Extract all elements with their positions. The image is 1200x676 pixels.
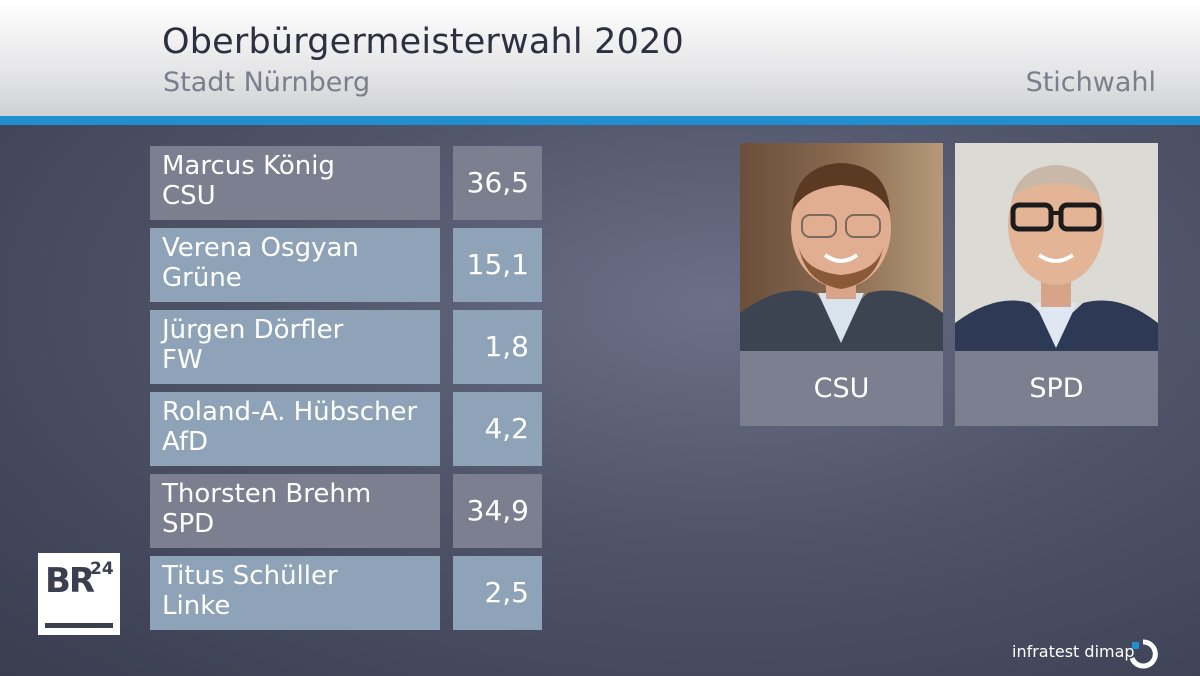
candidate-party: Grüne xyxy=(162,263,242,293)
result-value: 1,8 xyxy=(453,310,542,384)
candidate-party: SPD xyxy=(162,509,215,539)
candidate-name: Jürgen Dörfler xyxy=(162,315,344,345)
result-value: 36,5 xyxy=(453,146,542,220)
runoff-party-label: SPD xyxy=(955,351,1158,426)
logo-underline xyxy=(45,623,113,628)
candidate-box: Thorsten Brehm SPD xyxy=(150,474,440,548)
candidate-box: Roland-A. Hübscher AfD xyxy=(150,392,440,466)
candidate-portrait-spd xyxy=(955,143,1158,351)
candidate-box: Marcus König CSU xyxy=(150,146,440,220)
candidate-box: Jürgen Dörfler FW xyxy=(150,310,440,384)
page-subtitle: Stadt Nürnberg xyxy=(163,67,371,98)
candidate-name: Thorsten Brehm xyxy=(162,479,372,509)
result-row: Jürgen Dörfler FW 1,8 xyxy=(150,310,542,384)
candidate-name: Roland-A. Hübscher xyxy=(162,397,418,427)
result-row: Thorsten Brehm SPD 34,9 xyxy=(150,474,542,548)
result-row: Verena Osgyan Grüne 15,1 xyxy=(150,228,542,302)
runoff-party-label: CSU xyxy=(740,351,943,426)
accent-divider xyxy=(0,116,1200,125)
result-row: Marcus König CSU 36,5 xyxy=(150,146,542,220)
candidate-party: FW xyxy=(162,345,203,375)
infratest-dimap-icon xyxy=(1128,639,1158,669)
candidate-portrait-csu xyxy=(740,143,943,351)
page-title: Oberbürgermeisterwahl 2020 xyxy=(162,22,684,62)
result-value: 4,2 xyxy=(453,392,542,466)
candidate-name: Titus Schüller xyxy=(162,561,338,591)
result-value: 15,1 xyxy=(453,228,542,302)
candidate-party: CSU xyxy=(162,181,216,211)
logo-superscript: 24 xyxy=(90,559,114,579)
header-bar: Oberbürgermeisterwahl 2020 Stadt Nürnber… xyxy=(0,0,1200,118)
election-round-label: Stichwahl xyxy=(1025,67,1156,98)
result-value: 34,9 xyxy=(453,474,542,548)
result-row: Roland-A. Hübscher AfD 4,2 xyxy=(150,392,542,466)
candidate-box: Verena Osgyan Grüne xyxy=(150,228,440,302)
source-credit: infratest dimap xyxy=(1012,642,1135,661)
result-value: 2,5 xyxy=(453,556,542,630)
logo-text: BR xyxy=(45,561,95,601)
br24-logo: BR 24 xyxy=(38,553,120,635)
candidate-box: Titus Schüller Linke xyxy=(150,556,440,630)
candidate-name: Marcus König xyxy=(162,151,335,181)
candidate-party: Linke xyxy=(162,591,231,621)
candidate-name: Verena Osgyan xyxy=(162,233,359,263)
result-row: Titus Schüller Linke 2,5 xyxy=(150,556,542,630)
candidate-party: AfD xyxy=(162,427,209,457)
